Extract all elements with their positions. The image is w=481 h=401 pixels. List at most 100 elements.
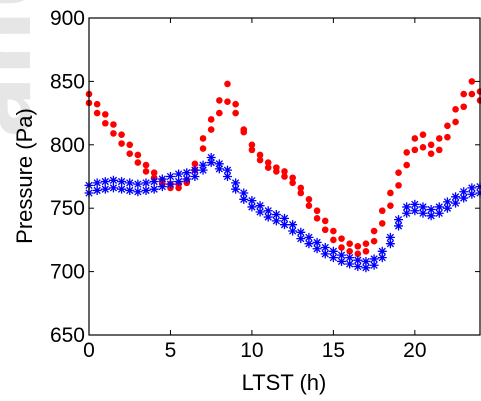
y-tick-label: 900 <box>50 7 85 30</box>
data-point <box>320 243 330 253</box>
data-point <box>419 131 427 138</box>
watermark-letter: anusc <box>0 0 52 138</box>
data-point <box>305 196 313 203</box>
data-point <box>354 242 362 250</box>
data-point <box>231 184 241 194</box>
data-point <box>174 169 184 179</box>
series-layer <box>84 78 481 273</box>
data-point <box>320 249 330 259</box>
data-point <box>134 159 142 166</box>
data-point <box>435 135 443 142</box>
data-point <box>207 116 215 123</box>
x-tick-label: 10 <box>240 339 263 362</box>
data-point <box>240 128 248 136</box>
y-tick-label: 700 <box>50 261 85 284</box>
data-point <box>411 146 419 154</box>
data-point <box>133 179 143 189</box>
data-point <box>222 172 232 181</box>
data-point <box>354 250 362 258</box>
data-point <box>271 216 281 226</box>
data-point <box>281 173 288 180</box>
data-point <box>444 133 451 141</box>
data-point <box>377 246 387 256</box>
data-point <box>198 160 208 170</box>
data-point <box>216 109 223 117</box>
data-point <box>174 177 184 187</box>
data-point <box>444 122 451 130</box>
data-point <box>289 179 296 187</box>
data-point <box>216 97 223 104</box>
data-point <box>199 145 207 152</box>
data-point <box>330 236 337 244</box>
data-point <box>313 207 321 215</box>
data-point <box>126 141 134 149</box>
data-point <box>419 144 427 151</box>
data-point <box>142 161 150 169</box>
data-point <box>263 206 273 216</box>
data-point <box>232 100 239 108</box>
data-point <box>271 210 281 220</box>
data-point <box>224 98 231 105</box>
data-point <box>370 237 378 245</box>
data-point <box>150 169 158 176</box>
data-point <box>459 193 469 203</box>
data-point <box>411 135 419 142</box>
data-point <box>442 203 452 213</box>
x-tick-label: 20 <box>403 339 426 362</box>
data-point <box>273 168 280 175</box>
data-point <box>362 248 370 255</box>
data-point <box>182 168 192 178</box>
data-point <box>118 140 125 147</box>
data-point <box>452 118 459 126</box>
data-point <box>288 226 298 236</box>
data-point <box>232 109 239 117</box>
data-point <box>92 178 102 188</box>
data-point <box>452 105 459 113</box>
data-point <box>377 253 387 263</box>
data-point <box>403 149 410 156</box>
data-point <box>337 250 347 260</box>
data-point <box>378 207 386 215</box>
x-axis: 0 5 10 15 20 <box>83 18 427 362</box>
data-point <box>297 184 305 192</box>
data-point <box>93 109 101 117</box>
data-point <box>297 189 305 197</box>
y-tick-label: 750 <box>50 197 85 220</box>
data-point <box>330 227 337 235</box>
data-point <box>369 260 379 270</box>
data-point <box>92 185 102 195</box>
data-point <box>321 226 329 234</box>
x-tick-label: 5 <box>165 339 177 362</box>
data-point <box>427 141 435 149</box>
data-point <box>418 208 428 218</box>
data-point <box>141 178 151 188</box>
data-point <box>191 160 199 168</box>
data-point <box>165 172 175 181</box>
data-point <box>427 150 435 157</box>
data-point <box>410 206 420 216</box>
data-point <box>312 244 322 254</box>
data-point <box>435 146 443 154</box>
data-point <box>426 211 436 221</box>
y-axis: 650 700 750 800 850 900 <box>50 7 480 347</box>
data-point <box>108 183 118 193</box>
data-point <box>410 199 420 209</box>
data-point <box>108 175 118 185</box>
x-tick-label: 0 <box>83 339 95 362</box>
data-point <box>346 240 353 248</box>
data-point <box>255 207 265 217</box>
data-point <box>467 189 477 199</box>
y-tick-label: 650 <box>50 324 85 347</box>
data-point <box>248 141 256 149</box>
data-point <box>426 204 436 214</box>
data-point <box>346 248 353 255</box>
data-point <box>182 174 192 184</box>
data-point <box>207 126 215 133</box>
data-point <box>126 150 134 157</box>
data-point <box>434 202 444 212</box>
data-point <box>459 187 469 197</box>
data-point <box>395 182 402 189</box>
data-point <box>328 253 338 263</box>
data-point <box>321 217 329 225</box>
data-point <box>198 165 208 175</box>
